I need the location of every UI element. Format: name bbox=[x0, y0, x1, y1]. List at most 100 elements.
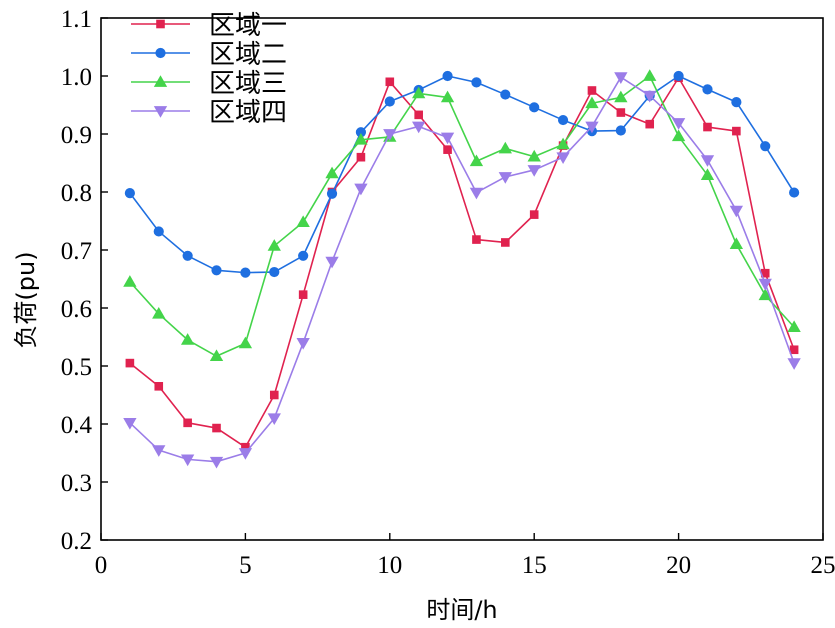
data-point bbox=[125, 358, 135, 368]
data-point bbox=[472, 235, 481, 244]
data-point bbox=[383, 129, 397, 141]
data-point bbox=[645, 119, 655, 129]
data-point bbox=[556, 152, 570, 165]
data-point bbox=[412, 121, 426, 134]
data-point bbox=[760, 141, 771, 152]
data-point bbox=[615, 125, 626, 136]
series-layer bbox=[123, 69, 801, 469]
series-2 bbox=[124, 70, 800, 278]
data-point bbox=[356, 152, 366, 162]
data-point bbox=[152, 445, 166, 457]
data-point bbox=[412, 86, 426, 99]
data-point bbox=[212, 423, 221, 433]
y-tick-label: 0.7 bbox=[61, 238, 92, 265]
y-tick-label: 0.8 bbox=[61, 180, 92, 207]
data-point bbox=[440, 132, 455, 145]
data-point bbox=[787, 320, 801, 332]
data-point bbox=[758, 288, 772, 301]
data-point bbox=[325, 166, 339, 179]
data-point bbox=[643, 90, 657, 103]
data-point bbox=[500, 89, 511, 100]
data-point bbox=[354, 183, 368, 196]
data-point bbox=[673, 70, 684, 82]
axis-ticks: 0 5 10 15 20 25 0.2 0.3 0.4 0.5 0.6 0.7 0.8 0.9 1.0 1.1 bbox=[61, 6, 835, 579]
legend-label: 区域二 bbox=[209, 40, 287, 70]
y-axis-title: 负荷(pu) bbox=[12, 251, 40, 348]
data-point bbox=[702, 84, 713, 95]
x-tick-label: 15 bbox=[522, 552, 547, 579]
data-point bbox=[240, 267, 251, 278]
data-point bbox=[557, 114, 569, 126]
data-point bbox=[209, 349, 224, 361]
plot-frame bbox=[100, 17, 824, 541]
legend-item: 区域四 bbox=[131, 98, 287, 128]
x-tick-label: 20 bbox=[666, 552, 691, 579]
data-point bbox=[414, 110, 423, 120]
x-tick-label: 10 bbox=[377, 552, 402, 579]
data-point bbox=[787, 358, 801, 370]
data-point bbox=[298, 250, 309, 261]
legend-item: 区域三 bbox=[131, 69, 287, 99]
data-point bbox=[527, 165, 541, 177]
data-point bbox=[384, 96, 395, 107]
data-point bbox=[700, 168, 715, 181]
legend-marker bbox=[156, 19, 165, 29]
y-tick-label: 0.2 bbox=[61, 528, 92, 555]
data-point bbox=[671, 118, 686, 130]
data-point bbox=[671, 129, 686, 142]
data-point bbox=[124, 188, 135, 199]
x-axis-title: 时间/h bbox=[426, 596, 497, 624]
x-tick-label: 0 bbox=[95, 552, 108, 579]
data-point bbox=[354, 132, 368, 145]
data-point bbox=[729, 205, 744, 218]
data-point bbox=[443, 145, 452, 154]
data-point bbox=[296, 215, 310, 228]
data-point bbox=[700, 155, 715, 167]
data-point bbox=[469, 154, 484, 167]
data-point bbox=[703, 122, 712, 132]
data-point bbox=[471, 77, 482, 88]
data-point bbox=[585, 121, 599, 134]
data-point bbox=[529, 210, 539, 219]
y-tick-label: 0.6 bbox=[61, 296, 92, 323]
series-line bbox=[129, 76, 795, 463]
legend-item: 区域一 bbox=[131, 11, 287, 41]
data-point bbox=[238, 336, 253, 349]
y-tick-label: 0.4 bbox=[61, 412, 93, 439]
data-point bbox=[585, 96, 599, 109]
y-tick-label: 1.0 bbox=[61, 64, 92, 91]
data-point bbox=[123, 417, 137, 430]
data-point bbox=[616, 108, 626, 117]
data-point bbox=[731, 97, 742, 108]
y-tick-label: 0.5 bbox=[61, 354, 92, 381]
data-point bbox=[269, 266, 280, 278]
series-3 bbox=[123, 69, 801, 361]
legend-item: 区域二 bbox=[131, 40, 287, 70]
data-point bbox=[267, 239, 281, 251]
data-point bbox=[180, 454, 195, 467]
x-tick-label: 5 bbox=[239, 552, 252, 579]
data-point bbox=[123, 275, 137, 287]
data-point bbox=[267, 413, 281, 426]
data-point bbox=[182, 250, 193, 261]
legend-marker bbox=[153, 106, 168, 118]
legend-label: 区域三 bbox=[209, 69, 287, 99]
data-point bbox=[732, 126, 741, 136]
data-point bbox=[498, 172, 512, 184]
data-point bbox=[527, 149, 541, 162]
data-point bbox=[758, 278, 772, 291]
data-point bbox=[211, 265, 222, 276]
series-4 bbox=[123, 72, 801, 469]
data-point bbox=[614, 72, 628, 84]
data-point bbox=[183, 418, 192, 428]
data-point bbox=[154, 382, 164, 391]
data-point bbox=[529, 102, 540, 113]
series-line bbox=[129, 76, 795, 449]
data-point bbox=[442, 70, 453, 82]
data-point bbox=[385, 77, 395, 87]
data-point bbox=[152, 306, 166, 319]
legend-marker bbox=[153, 75, 168, 87]
